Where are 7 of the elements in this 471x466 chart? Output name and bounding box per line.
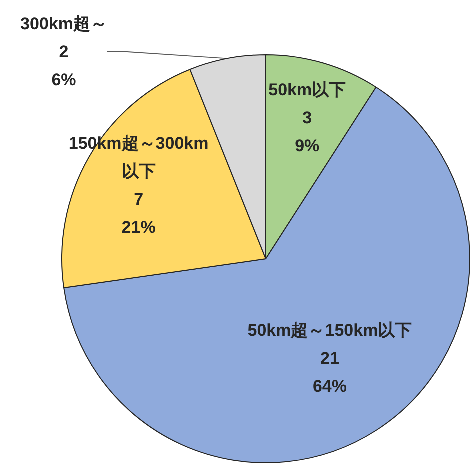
data-label: 3 9% <box>295 108 320 156</box>
slice-label: 50km以下 <box>268 80 346 100</box>
data-label: 2 6% <box>52 42 76 90</box>
slice-label: 50km超～150km以下 <box>248 321 412 340</box>
slice-label: 300km超～ <box>20 14 108 34</box>
data-label: 21 64% <box>312 349 347 396</box>
data-label: 7 21% <box>122 190 156 238</box>
